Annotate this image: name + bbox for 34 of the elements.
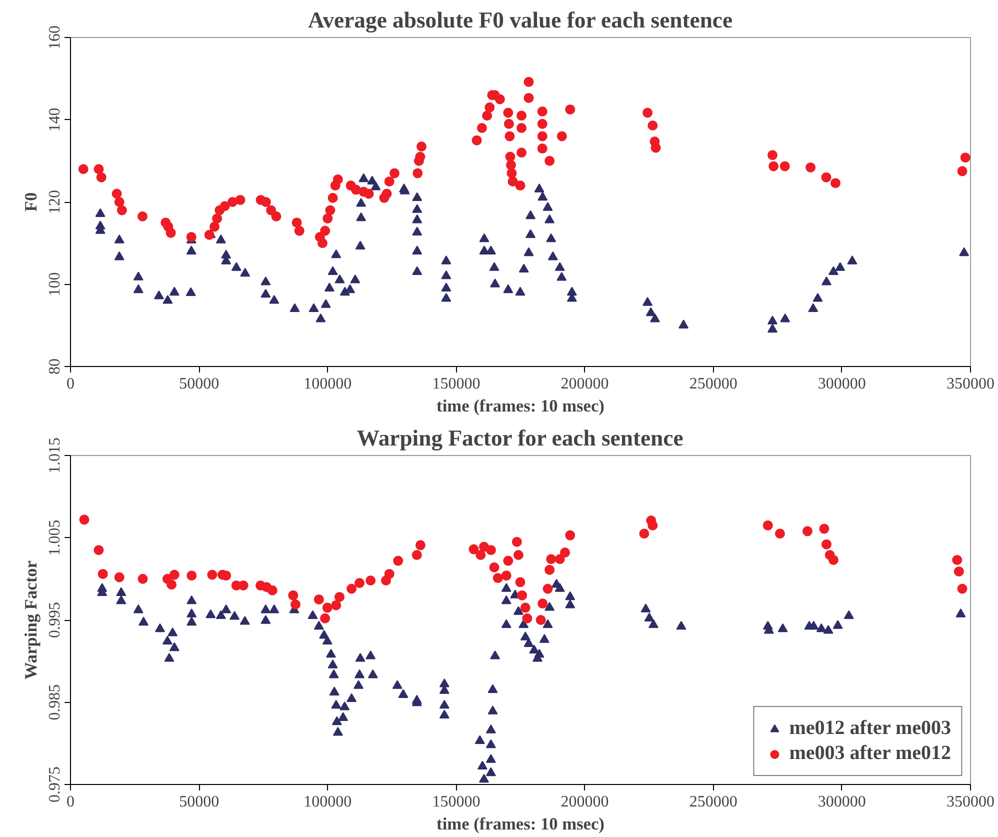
legend-label: me012 after me003 (789, 717, 951, 740)
x-axis-title: time (frames: 10 msec) (436, 814, 605, 834)
x-tick-label: 300000 (818, 376, 866, 392)
x-tick-label: 0 (66, 376, 74, 392)
y-tick-label: 1.005 (46, 520, 64, 556)
y-tick-label: 140 (46, 108, 64, 132)
legend-label: me003 after me012 (789, 742, 951, 765)
y-axis-title: Warping Factor (22, 560, 40, 680)
y-tick-label: 1.015 (46, 438, 64, 474)
x-tick-label: 100000 (304, 794, 352, 810)
x-axis-title: time (frames: 10 msec) (436, 396, 605, 416)
x-tick-label: 200000 (560, 794, 609, 810)
y-tick-label: 0.975 (46, 766, 64, 802)
x-tick-label: 300000 (818, 794, 866, 810)
y-tick-label: 0.985 (46, 684, 64, 720)
y-tick-label: 100 (46, 272, 64, 296)
x-tick-label: 150000 (432, 376, 480, 392)
x-tick-label: 100000 (304, 376, 352, 392)
x-tick-label: 350000 (946, 794, 994, 810)
y-tick-label: 160 (46, 26, 64, 50)
x-tick-label: 150000 (432, 794, 480, 810)
x-tick-label: 50000 (179, 794, 220, 810)
chart-title: Warping Factor for each sentence (356, 426, 684, 450)
x-tick-label: 250000 (689, 376, 738, 392)
chart-title: Average absolute F0 value for each sentence (308, 8, 733, 32)
x-tick-label: 0 (66, 794, 74, 810)
x-tick-label: 350000 (946, 376, 994, 392)
y-tick-label: 0.995 (46, 602, 64, 638)
x-tick-label: 50000 (179, 376, 220, 392)
y-axis-title: F0 (22, 192, 40, 212)
x-tick-label: 250000 (689, 794, 738, 810)
x-tick-label: 200000 (560, 376, 609, 392)
y-tick-label: 120 (46, 190, 64, 214)
y-tick-label: 80 (46, 358, 64, 374)
